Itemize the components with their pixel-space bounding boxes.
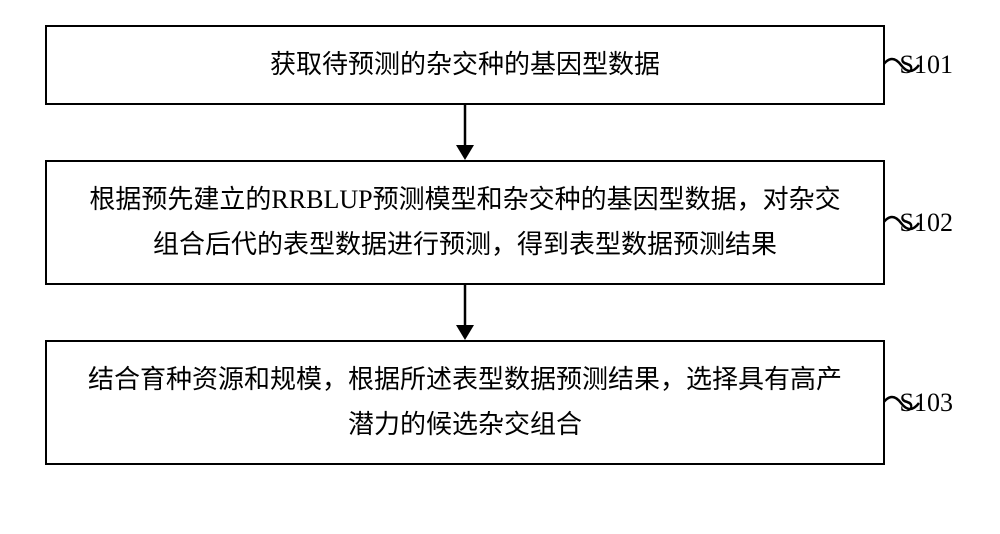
step-box-s101: 获取待预测的杂交种的基因型数据 S101 (45, 25, 885, 105)
step-box-s103: 结合育种资源和规模，根据所述表型数据预测结果，选择具有高产潜力的候选杂交组合 S… (45, 340, 885, 465)
step-text: 结合育种资源和规模，根据所述表型数据预测结果，选择具有高产潜力的候选杂交组合 (77, 358, 853, 446)
step-label: S103 (900, 388, 953, 418)
flowchart-container: 获取待预测的杂交种的基因型数据 S101 根据预先建立的RRBLUP预测模型和杂… (45, 25, 955, 465)
step-label: S101 (900, 50, 953, 80)
step-text: 根据预先建立的RRBLUP预测模型和杂交种的基因型数据，对杂交组合后代的表型数据… (77, 178, 853, 266)
step-text: 获取待预测的杂交种的基因型数据 (270, 43, 660, 87)
arrow-down-icon (450, 285, 480, 340)
arrow-connector (45, 285, 885, 340)
step-label: S102 (900, 208, 953, 238)
step-box-s102: 根据预先建立的RRBLUP预测模型和杂交种的基因型数据，对杂交组合后代的表型数据… (45, 160, 885, 285)
arrow-connector (45, 105, 885, 160)
arrow-down-icon (450, 105, 480, 160)
